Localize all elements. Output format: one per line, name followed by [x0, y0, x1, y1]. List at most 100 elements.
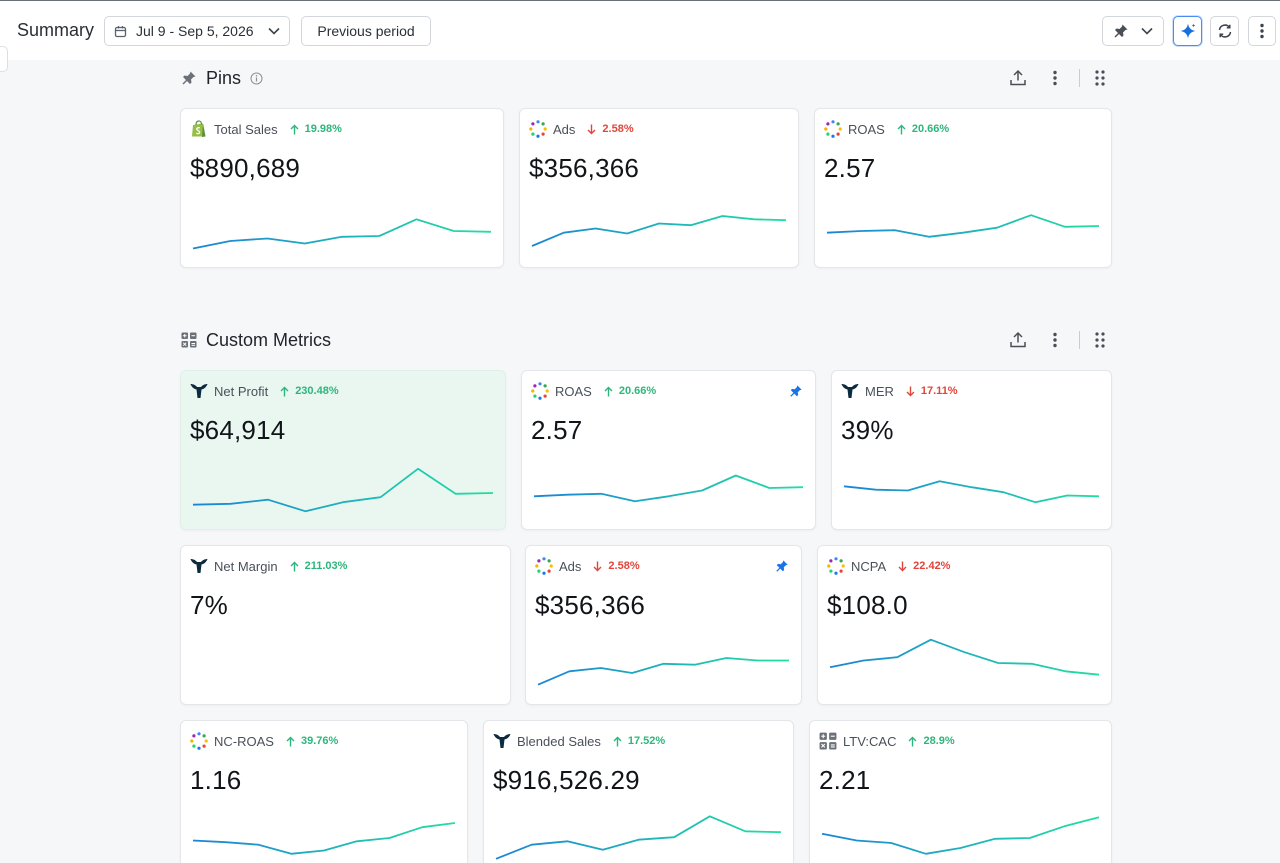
metric-value: 2.57: [531, 415, 583, 445]
export-icon[interactable]: [1006, 66, 1030, 90]
sparkline: [537, 657, 789, 686]
sparkline: [495, 815, 782, 860]
pin-card-roas[interactable]: ROAS 20.66% 2.57: [814, 108, 1112, 268]
kebab-menu-icon: [1260, 23, 1264, 39]
pin-menu-button[interactable]: [1102, 16, 1164, 46]
card-header: Net Margin 211.03%: [190, 557, 347, 575]
sidebar-collapse-handle[interactable]: [0, 46, 8, 72]
card-header: NCPA 22.42%: [827, 557, 950, 575]
metric-name: NCPA: [851, 558, 887, 574]
metric-name: ROAS: [555, 383, 592, 399]
window-top-border: [0, 0, 1280, 1]
arrow-up-icon: [290, 124, 299, 134]
metric-change: 17.11%: [906, 385, 958, 397]
export-icon[interactable]: [1006, 328, 1030, 352]
calculator-icon: [180, 331, 198, 349]
metric-change-value: 2.58%: [608, 560, 640, 572]
metric-change-value: 2.58%: [602, 123, 634, 135]
card-header: ROAS 20.66%: [824, 120, 949, 138]
card-header: Total Sales 19.98%: [190, 120, 342, 138]
metric-change-value: 17.11%: [920, 385, 958, 397]
sparkline: [826, 214, 1100, 238]
metric-change-value: 20.66%: [618, 385, 657, 397]
metric-card-ltv-cac[interactable]: LTV:CAC 28.9% 2.21: [809, 720, 1112, 863]
sparkline: [192, 218, 492, 250]
date-range-picker[interactable]: Jul 9 - Sep 5, 2026: [104, 16, 290, 46]
metric-value: 39%: [841, 415, 894, 445]
metric-change: 17.52%: [613, 735, 665, 747]
calendar-icon: [114, 25, 127, 37]
metric-change: 230.48%: [280, 385, 339, 397]
refresh-button[interactable]: [1210, 16, 1239, 46]
drag-handle-icon[interactable]: [1088, 328, 1112, 352]
sparkline-chart: [531, 201, 787, 251]
card-header: Ads 2.58%: [535, 557, 640, 575]
arrow-down-icon: [593, 561, 602, 571]
metric-change: 39.76%: [286, 735, 338, 747]
chevron-down-icon: [268, 27, 280, 35]
metric-change: 2.58%: [587, 123, 634, 135]
metric-value: $890,689: [190, 153, 301, 183]
sparkline: [531, 215, 787, 247]
arrow-down-icon: [898, 561, 907, 571]
chevron-down-icon: [1141, 27, 1153, 35]
section-actions: [1006, 66, 1112, 90]
kebab-menu-icon[interactable]: [1043, 66, 1067, 90]
metric-name: ROAS: [848, 121, 885, 137]
arrow-up-icon: [286, 736, 295, 746]
sparkline-chart: [192, 201, 492, 251]
custom-metrics-section-header: Custom Metrics: [180, 328, 1112, 352]
sparkline: [829, 638, 1100, 676]
pin-icon: [180, 69, 198, 87]
metric-name: Net Profit: [214, 383, 269, 399]
ai-assistant-button[interactable]: [1173, 16, 1202, 46]
metric-value: $356,366: [529, 153, 640, 183]
metric-value: 2.21: [819, 765, 871, 795]
triple-whale-icon: [841, 382, 859, 400]
kebab-menu-icon[interactable]: [1043, 328, 1067, 352]
metric-card-nc-roas[interactable]: NC-ROAS 39.76% 1.16: [180, 720, 468, 863]
metric-value: $108.0: [827, 590, 908, 620]
pin-card-ads[interactable]: Ads 2.58% $356,366: [519, 108, 799, 268]
card-header: Blended Sales 17.52%: [493, 732, 665, 750]
metric-card-roas[interactable]: ROAS 20.66% 2.57: [521, 370, 816, 530]
drag-handle-icon[interactable]: [1088, 66, 1112, 90]
triple-whale-icon: [493, 732, 511, 750]
metric-name: Net Margin: [214, 558, 278, 574]
pin-card-total-sales[interactable]: Total Sales 19.98% $890,689: [180, 108, 504, 268]
compare-period-button[interactable]: Previous period: [301, 16, 431, 46]
pinned-icon[interactable]: [789, 384, 803, 398]
info-icon[interactable]: [250, 72, 263, 85]
more-options-button[interactable]: [1248, 16, 1276, 46]
card-header: MER 17.11%: [841, 382, 958, 400]
metric-name: Total Sales: [214, 121, 278, 137]
sparkline: [843, 480, 1100, 504]
metric-card-net-profit[interactable]: Net Profit 230.48% $64,914: [180, 370, 506, 530]
sparkline-chart: [829, 638, 1100, 688]
metric-change-value: 39.76%: [300, 735, 339, 747]
arrow-up-icon: [908, 736, 917, 746]
metric-card-mer[interactable]: MER 17.11% 39%: [831, 370, 1112, 530]
metric-card-blended-sales[interactable]: Blended Sales 17.52% $916,526.29: [483, 720, 794, 863]
sparkline-chart: [192, 463, 494, 513]
card-header: Net Profit 230.48%: [190, 382, 339, 400]
sparkle-icon: [1180, 23, 1195, 39]
metric-card-ads[interactable]: Ads 2.58% $356,366: [525, 545, 802, 705]
sparkline-chart: [495, 813, 782, 863]
metric-value: $356,366: [535, 590, 646, 620]
refresh-icon: [1218, 24, 1231, 38]
calculator-icon: [819, 732, 837, 750]
metric-card-ncpa[interactable]: NCPA 22.42% $108.0: [817, 545, 1112, 705]
metric-card-net-margin[interactable]: Net Margin 211.03% 7%: [180, 545, 511, 705]
metric-value: 7%: [190, 590, 228, 620]
pinned-icon[interactable]: [775, 559, 789, 573]
card-header: Ads 2.58%: [529, 120, 634, 138]
arrow-down-icon: [906, 386, 915, 396]
ads-dots-icon: [190, 732, 208, 750]
arrow-up-icon: [604, 386, 613, 396]
sparkline: [821, 816, 1100, 855]
ads-dots-icon: [531, 382, 549, 400]
section-actions: [1006, 328, 1112, 352]
ads-dots-icon: [535, 557, 553, 575]
metric-change: 19.98%: [290, 123, 342, 135]
